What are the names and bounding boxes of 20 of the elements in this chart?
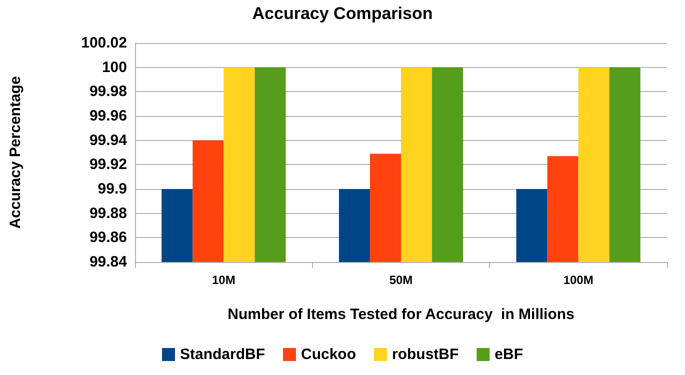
- chart-title: Accuracy Comparison: [252, 4, 433, 23]
- legend-label: robustBF: [392, 346, 459, 363]
- y-tick-label: 99.98: [89, 83, 127, 100]
- y-axis-title: Accuracy Percentage: [7, 76, 24, 229]
- y-tick-label: 99.92: [89, 156, 127, 174]
- x-tick-label: 100M: [563, 273, 594, 287]
- x-tick-label: 10M: [212, 273, 236, 287]
- y-tick-label: 99.9: [98, 180, 127, 198]
- y-tick-label: 99.84: [89, 254, 128, 270]
- y-tick-label: 99.86: [89, 229, 127, 246]
- y-tick-label: 99.88: [89, 204, 127, 222]
- x-tick-label: 50M: [389, 273, 413, 287]
- legend-label: eBF: [494, 346, 524, 363]
- x-axis-title: Number of Items Tested for Accuracy in Millions: [228, 306, 574, 323]
- y-tick-label: 100: [102, 58, 127, 76]
- y-tick-label: 100.02: [81, 34, 127, 52]
- y-tick-label: 99.94: [89, 132, 128, 149]
- y-tick-label: 99.96: [89, 108, 127, 124]
- legend-label: StandardBF: [180, 346, 266, 363]
- legend-label: Cuckoo: [301, 346, 356, 363]
